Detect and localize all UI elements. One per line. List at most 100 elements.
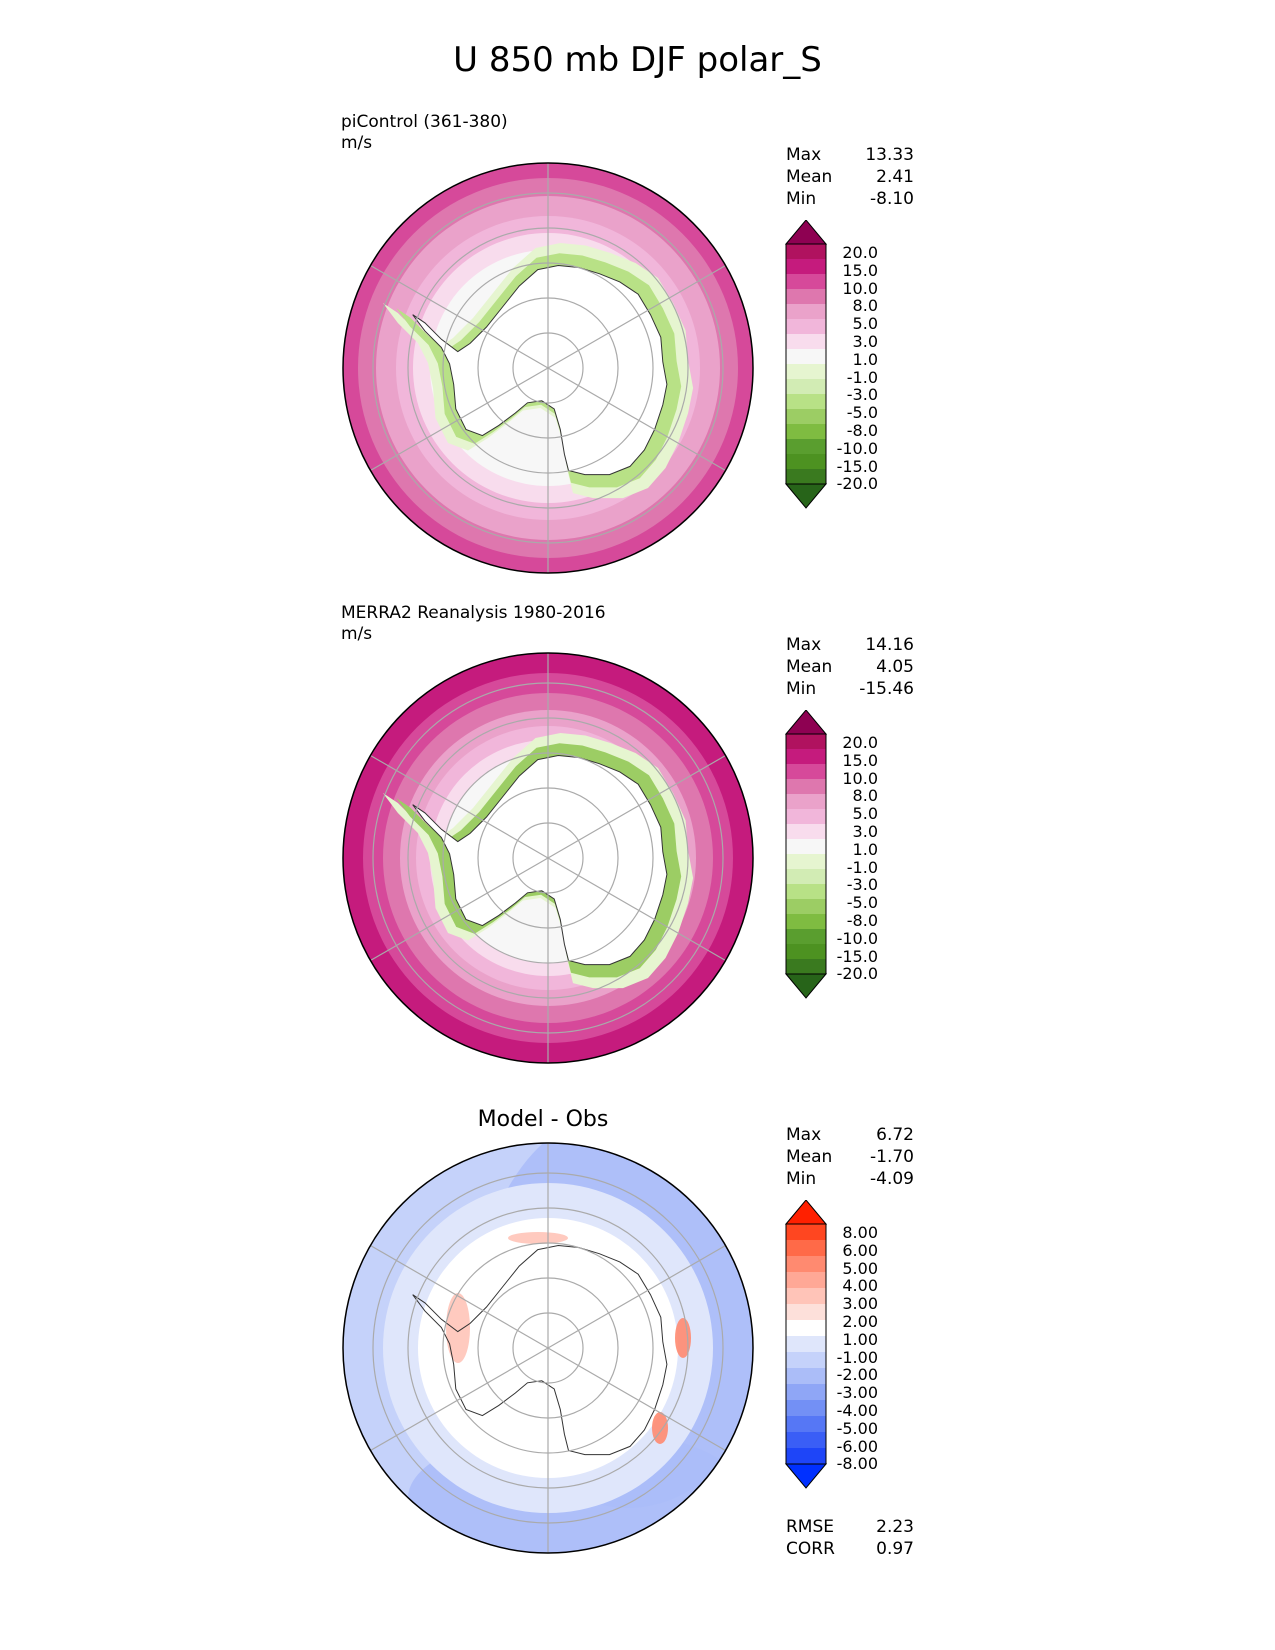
colorbar-tick-label: 5.0 — [852, 314, 878, 334]
model-colorbar-segment-0 — [786, 244, 826, 260]
stat-mean-label: Mean — [786, 1147, 833, 1167]
stat-max-label: Max — [786, 1125, 822, 1145]
stat-max-value: 6.72 — [876, 1125, 914, 1145]
diff-colorbar-segment-1 — [786, 1240, 826, 1257]
diff-colorbar-segment-5 — [786, 1304, 826, 1321]
model-land-mask — [412, 265, 667, 475]
obs-colorbar-segment-3 — [786, 779, 826, 795]
model-colorbar-segment-6 — [786, 334, 826, 350]
colorbar-tick-label: 1.0 — [852, 349, 878, 369]
diff-colorbar-segment-12 — [786, 1416, 826, 1433]
model-colorbar-segment-8 — [786, 364, 826, 380]
diff-meridian-300 — [370, 1244, 549, 1349]
obs-stats: Max 14.16 Mean 4.05 Min -15.46 — [786, 634, 914, 700]
colorbar-tick-label: -8.00 — [836, 1454, 878, 1474]
diff-colorbar-segment-3 — [786, 1272, 826, 1289]
figure-title: U 850 mb DJF polar_S — [453, 40, 822, 80]
stat-max-value: 14.16 — [865, 635, 914, 655]
colorbar-tick-label: 3.0 — [852, 331, 878, 351]
colorbar-tick-label: -2.00 — [836, 1365, 878, 1385]
diff-peninsula-warm — [446, 1293, 470, 1363]
diff-colorbar-segment-13 — [786, 1432, 826, 1449]
colorbar-tick-label: -6.00 — [836, 1436, 878, 1456]
colorbar-tick-label: 20.0 — [842, 243, 878, 262]
model-polar-map — [342, 162, 754, 574]
stat-min-value: -8.10 — [870, 189, 914, 209]
obs-colorbar — [784, 710, 828, 999]
corr-label: CORR — [786, 1539, 835, 1559]
colorbar-tick-label: 4.00 — [842, 1276, 878, 1296]
stat-min-label: Min — [786, 189, 817, 209]
diff-bottom-stats: RMSE 2.23 CORR 0.97 — [786, 1516, 914, 1560]
stat-mean-value: 4.05 — [876, 657, 914, 677]
obs-map-boundary — [342, 652, 754, 1064]
model-colorbar-segment-4 — [786, 304, 826, 320]
diff-colorbar-max-extend — [784, 1200, 828, 1225]
obs-units: m/s — [341, 624, 373, 644]
rmse-value: 2.23 — [876, 1517, 914, 1537]
diff-colorbar-min-extend — [784, 1463, 828, 1489]
diff-meridian-240 — [370, 1347, 549, 1452]
diff-meridian-120 — [547, 1347, 726, 1452]
model-panel-title: piControl (361-380) m/s — [341, 112, 508, 154]
colorbar-tick-label: -1.00 — [836, 1347, 878, 1367]
obs-land-mask — [412, 755, 667, 965]
diff-colorbar-segment-8 — [786, 1352, 826, 1369]
stat-min-value: -15.46 — [859, 679, 914, 699]
colorbar-tick-label: -4.00 — [836, 1400, 878, 1420]
diff-colorbar-segment-14 — [786, 1448, 826, 1465]
stat-max-label: Max — [786, 635, 822, 655]
diff-map-boundary — [342, 1142, 754, 1554]
obs-meridian-300 — [370, 754, 549, 859]
model-map-boundary — [342, 162, 754, 574]
obs-colorbar-max-extend — [784, 710, 828, 735]
stat-mean-value: -1.70 — [870, 1147, 914, 1167]
diff-meridian-60 — [547, 1244, 726, 1349]
model-colorbar-segment-7 — [786, 349, 826, 365]
colorbar-tick-label: -15.0 — [836, 946, 878, 966]
model-title-text: piControl (361-380) — [341, 112, 508, 132]
colorbar-tick-label: -20.0 — [836, 964, 878, 984]
obs-field — [343, 653, 753, 1063]
colorbar-tick-label: 1.00 — [842, 1329, 878, 1349]
obs-polar-map — [342, 652, 754, 1064]
colorbar-tick-label: -3.0 — [846, 385, 878, 405]
diff-colorbar-segment-7 — [786, 1336, 826, 1353]
obs-colorbar-segment-0 — [786, 734, 826, 750]
diff-colorbar-segment-0 — [786, 1224, 826, 1241]
obs-colorbar-segment-9 — [786, 869, 826, 885]
diff-colorbar-segment-11 — [786, 1400, 826, 1417]
diff-colorbar-segment-6 — [786, 1320, 826, 1337]
obs-meridian-60 — [547, 754, 726, 859]
model-colorbar-segment-1 — [786, 259, 826, 275]
stat-mean-label: Mean — [786, 167, 833, 187]
model-stats: Max 13.33 Mean 2.41 Min -8.10 — [786, 144, 914, 210]
model-colorbar-segment-5 — [786, 319, 826, 335]
colorbar-tick-label: 10.0 — [842, 278, 878, 298]
obs-meridian-240 — [370, 857, 549, 962]
obs-colorbar-segment-15 — [786, 959, 826, 975]
stat-mean-value: 2.41 — [876, 167, 914, 187]
stat-min-label: Min — [786, 679, 817, 699]
obs-colorbar-segment-6 — [786, 824, 826, 840]
diff-east-warm — [675, 1318, 691, 1358]
colorbar-tick-label: 8.0 — [852, 296, 878, 316]
colorbar-tick-label: 15.0 — [842, 260, 878, 280]
model-colorbar — [784, 220, 828, 509]
colorbar-tick-label: 5.00 — [842, 1258, 878, 1278]
model-colorbar-segment-13 — [786, 439, 826, 455]
diff-southeast-warm — [652, 1412, 668, 1444]
colorbar-tick-label: -1.0 — [846, 367, 878, 387]
model-colorbar-segment-11 — [786, 409, 826, 425]
colorbar-tick-label: -5.00 — [836, 1418, 878, 1438]
corr-value: 0.97 — [876, 1539, 914, 1559]
obs-panel-title: MERRA2 Reanalysis 1980-2016 m/s — [341, 603, 606, 645]
colorbar-tick-label: 8.0 — [852, 786, 878, 806]
diff-colorbar-segment-10 — [786, 1384, 826, 1401]
colorbar-tick-label: -3.00 — [836, 1383, 878, 1403]
diff-colorbar-labels: 8.00 6.00 5.00 4.00 3.00 2.00 1.00 -1.00 -2.00 -3… — [826, 1224, 878, 1473]
obs-colorbar-labels: 20.0 15.0 10.0 8.0 5.0 3.0 1.0 -1.0 -3.0 -5.0 -8.0… — [826, 734, 878, 983]
obs-colorbar-min-extend — [784, 973, 828, 999]
model-meridian-300 — [370, 264, 549, 369]
model-colorbar-max-extend — [784, 220, 828, 245]
